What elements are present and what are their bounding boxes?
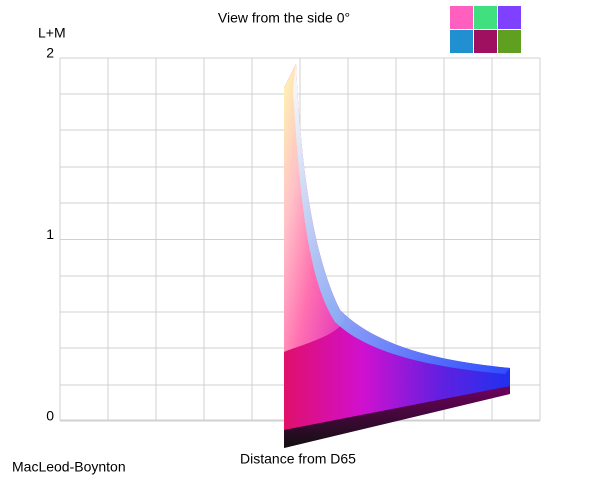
thumbnails — [450, 6, 521, 53]
y-tick-label: 0 — [46, 408, 54, 424]
solid-bottom — [284, 386, 510, 448]
corner-label: MacLeod-Boynton — [12, 459, 126, 475]
y-tick-label: 1 — [46, 226, 54, 242]
thumbnail — [474, 6, 497, 29]
solid-lower — [284, 64, 510, 448]
thumbnail — [450, 6, 473, 29]
thumbnail — [474, 30, 497, 53]
thumbnail — [450, 30, 473, 53]
x-axis-label: Distance from D65 — [240, 451, 356, 467]
thumbnail — [498, 6, 521, 29]
chart-title: View from the side 0° — [218, 10, 350, 26]
thumbnail — [498, 30, 521, 53]
y-tick-label: 2 — [46, 45, 54, 61]
color-solid — [284, 64, 510, 448]
y-axis-label: L+M — [38, 25, 66, 41]
